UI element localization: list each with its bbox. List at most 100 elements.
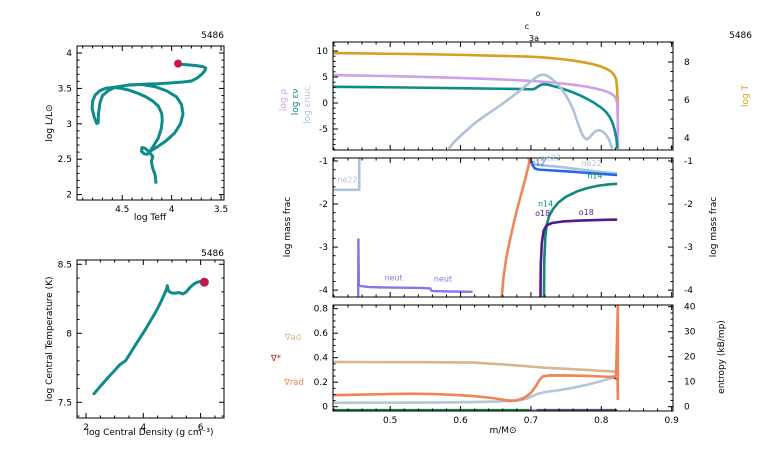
tcrho-model-number: 5486: [201, 249, 224, 259]
log-T-curve: [333, 51, 620, 121]
profile-mid-plot-area: [333, 158, 618, 297]
entropy-curve: [333, 376, 619, 405]
profile-mid-curve-label: neut: [434, 275, 452, 284]
hr-xlabel: log Teff: [134, 213, 167, 223]
profile-bot-ytick-label: 0: [322, 403, 328, 413]
ne22-core-curve: [333, 158, 361, 192]
hr-model-number: 5486: [201, 31, 224, 41]
profile-bot-xtick-label: 0.6: [453, 416, 468, 426]
hr-track-to-current: [96, 62, 208, 125]
profile-mid-curve-label: o18: [535, 209, 550, 218]
pbot-label-grad-star: ∇*: [270, 354, 281, 364]
pbot-label-grad-rad: ∇rad: [283, 378, 304, 388]
profile-mid-curve-label: ne22: [582, 159, 602, 168]
c12-curve: [529, 158, 618, 177]
profile-top-ytick-label: 0: [322, 99, 328, 109]
profile-mid-ytick-label: -1: [319, 157, 328, 167]
hr-track-main: [90, 85, 164, 184]
profile-bot-xtick-label: 0.8: [594, 416, 609, 426]
hr-track-loop-return: [128, 83, 185, 153]
profile-bot-ytick-label: 0.8: [314, 305, 329, 315]
profile-top-ytick-label: -5: [319, 125, 328, 135]
profile-mid-curve-label: n14: [538, 200, 553, 209]
tcrho-ytick-label: 8: [66, 329, 72, 339]
profile-top-ytick-label: 10: [317, 47, 329, 57]
profile-bot-y2tick-label: 0: [684, 403, 690, 413]
tcrho-panel: 2 4 6 7.5 8 8.5: [58, 259, 225, 433]
ptop-ylabel-rho: log ρ: [279, 89, 289, 112]
profile-bot-xtick-label: 0.7: [524, 416, 538, 426]
profile-bot-y2tick-label: 30: [684, 328, 696, 338]
ptop-ylabel-epsnu: log εν: [291, 89, 301, 115]
profile-top-y2tick-label: 8: [684, 58, 690, 68]
ptop-ylabel-epsnuc: log εnuc: [303, 86, 313, 124]
profile-bot-plot-area: [333, 305, 620, 411]
profile-mid-ytick-label: -2: [319, 200, 328, 210]
profile-mid-curve-label: ne22: [541, 154, 561, 163]
profile-bot-y2tick-label: 40: [684, 303, 696, 313]
hr-current-model-dot: [174, 59, 183, 68]
profile-bot-panel: 0.5 0.6 0.7 0.8 0.9 0 0.2 0.4 0.6 0.8 0 10 20 30 40: [314, 303, 696, 426]
tcrho-xtick-label: 4: [140, 423, 146, 433]
grad-ad-curve: [333, 360, 620, 397]
pmid-y2label: log mass frac: [709, 197, 719, 257]
profile-mid-y2tick-label: -3: [684, 243, 693, 253]
tcrho-frame: [76, 259, 225, 419]
hr-ylabel: log L/L⊙: [45, 104, 55, 141]
profile-top-ytick-label: 5: [322, 73, 328, 83]
hr-ytick-label: 3.5: [58, 84, 72, 94]
h1-curve: [500, 158, 532, 297]
tcrho-plot-area: [92, 280, 204, 396]
hr-xtick-label: 3.5: [214, 205, 228, 215]
tcrho-xlabel: log Central Density (g cm⁻³): [87, 428, 214, 438]
tcrho-current-model-dot: [199, 277, 209, 287]
profile-top-y2tick-label: 4: [684, 134, 690, 144]
neut-curve: [356, 238, 473, 297]
profile-mid-curve-label: neut: [385, 274, 403, 283]
o18-curve: [539, 218, 618, 297]
pmid-ylabel: log mass frac: [283, 197, 293, 257]
profile-model-number: 5486: [729, 31, 752, 41]
hr-ytick-label: 2.5: [58, 155, 72, 165]
profile-bot-xtick-label: 0.9: [664, 416, 679, 426]
profile-mid-ytick-label: -4: [319, 286, 328, 296]
profile-top-plot-area: [333, 51, 620, 150]
profile-mid-curve-label: o18: [579, 208, 594, 217]
hr-ytick-label: 2: [66, 191, 72, 201]
ptop-y2label: log T: [741, 84, 751, 107]
log-eps-nuc-curve: [447, 73, 614, 150]
log-rho-curve: [333, 73, 620, 149]
pbot-y2label: entropy (kB/mp): [717, 320, 727, 394]
grad-rad-curve: [333, 305, 620, 403]
hr-frame: [76, 45, 225, 201]
tcrho-xtick-label: 6: [198, 423, 204, 433]
n14-curve: [542, 182, 618, 297]
profile-bot-xtick-label: 0.5: [383, 416, 397, 426]
tcrho-track: [92, 280, 204, 396]
profile-mid-y2tick-label: -4: [684, 286, 693, 296]
profile-top-panel: 10 5 0 -5 8 6 4: [317, 41, 690, 151]
hr-panel: 4.5 4 3.5 2 2.5 3 3.5 4: [58, 45, 228, 215]
burn-label-c: c: [525, 22, 529, 31]
burn-label-o: o: [536, 9, 541, 18]
tcrho-ylabel: log Central Temperature (K): [45, 276, 55, 401]
profile-mid-ytick-label: -3: [319, 243, 328, 253]
profile-mid-curve-label: n14: [587, 172, 602, 181]
profile-bot-ytick-label: 0.2: [314, 378, 328, 388]
pbot-xlabel: m/M⊙: [489, 426, 516, 436]
tcrho-ytick-label: 7.5: [58, 398, 72, 408]
tcrho-ytick-label: 8.5: [58, 260, 72, 270]
log-eps-nu-curve: [333, 82, 619, 149]
hr-xtick-label: 4: [169, 205, 175, 215]
profile-mid-y2tick-label: -2: [684, 200, 693, 210]
hr-ytick-label: 4: [66, 49, 72, 59]
profile-mid-y2tick-label: -1: [684, 157, 693, 167]
profile-mid-curve-label: ne22: [337, 176, 357, 185]
profile-bot-ytick-label: 0.6: [314, 329, 329, 339]
profile-top-frame: [332, 41, 674, 151]
profile-top-y2tick-label: 6: [684, 96, 690, 106]
hr-plot-area: [90, 62, 208, 184]
hr-xtick-label: 4.5: [115, 205, 129, 215]
